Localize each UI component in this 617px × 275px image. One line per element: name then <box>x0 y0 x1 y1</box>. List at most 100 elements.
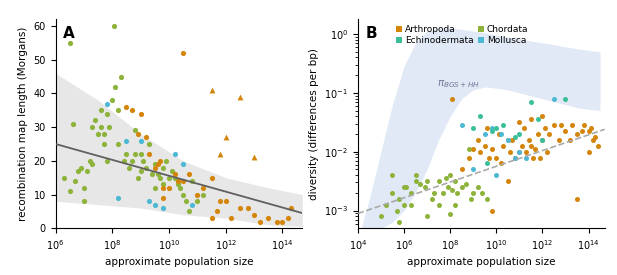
Point <box>125 165 135 170</box>
Point <box>144 142 154 146</box>
Point <box>515 120 524 125</box>
Point <box>441 176 450 180</box>
Point <box>521 150 531 154</box>
Point <box>167 169 177 173</box>
Point <box>533 132 543 136</box>
Point <box>193 192 202 197</box>
Point <box>82 169 92 173</box>
Point <box>473 185 482 189</box>
Point <box>584 150 594 154</box>
Point <box>159 182 168 187</box>
Point <box>468 167 478 172</box>
Point <box>130 128 140 133</box>
Point <box>235 95 245 99</box>
Point <box>173 182 183 187</box>
Point <box>515 132 524 136</box>
Point <box>494 132 503 136</box>
Point <box>109 24 118 28</box>
Point <box>104 125 114 129</box>
Point <box>394 220 404 225</box>
Point <box>155 175 165 180</box>
Point <box>422 179 432 183</box>
Point <box>122 138 131 143</box>
Point <box>553 138 563 142</box>
Point <box>102 101 112 106</box>
Point <box>85 159 94 163</box>
Point <box>127 108 137 112</box>
Point <box>524 138 534 142</box>
Point <box>116 74 126 79</box>
Point <box>410 173 420 177</box>
Point <box>102 159 112 163</box>
Point <box>130 152 140 156</box>
Y-axis label: diversity (differences per bp): diversity (differences per bp) <box>308 48 318 200</box>
Point <box>503 179 513 183</box>
Point <box>286 206 296 210</box>
Point <box>531 147 540 151</box>
Point <box>161 159 171 163</box>
Point <box>480 144 490 148</box>
Point <box>96 108 106 112</box>
Point <box>65 41 75 45</box>
Point <box>113 108 123 112</box>
X-axis label: approximate population size: approximate population size <box>407 257 555 267</box>
Point <box>526 144 536 148</box>
Point <box>70 179 80 183</box>
Point <box>526 117 536 122</box>
Point <box>402 185 412 189</box>
Point <box>487 147 497 151</box>
Point <box>560 129 570 133</box>
Point <box>88 162 97 166</box>
Point <box>221 199 231 204</box>
Point <box>65 189 75 193</box>
Y-axis label: recombination map length (Morgans): recombination map length (Morgans) <box>18 27 28 221</box>
Point <box>565 138 575 142</box>
Point <box>175 186 185 190</box>
Point <box>491 126 501 130</box>
Point <box>394 197 404 201</box>
Point <box>487 129 497 133</box>
Point <box>170 175 180 180</box>
Point <box>79 199 89 204</box>
Text: B: B <box>365 26 377 40</box>
Point <box>427 197 437 201</box>
Point <box>215 152 225 156</box>
Point <box>150 202 160 207</box>
Point <box>96 125 106 129</box>
Point <box>136 169 146 173</box>
Point <box>468 126 478 130</box>
Point <box>420 185 429 189</box>
Point <box>466 197 476 201</box>
Point <box>450 202 460 207</box>
Point <box>198 186 208 190</box>
Point <box>178 179 188 183</box>
Point <box>462 182 471 186</box>
Point <box>215 199 225 204</box>
Point <box>447 188 457 192</box>
Point <box>540 126 550 130</box>
Text: $\pi_{BGS+HH}$: $\pi_{BGS+HH}$ <box>437 78 480 90</box>
Point <box>560 97 570 101</box>
Point <box>447 97 457 101</box>
Point <box>484 155 494 160</box>
Point <box>90 118 100 123</box>
Point <box>244 206 254 210</box>
Point <box>505 150 515 154</box>
Point <box>207 88 217 92</box>
Point <box>178 51 188 55</box>
Point <box>102 111 112 116</box>
X-axis label: approximate population size: approximate population size <box>105 257 253 267</box>
Point <box>136 111 146 116</box>
Point <box>499 144 508 148</box>
Point <box>515 150 524 154</box>
Point <box>159 165 168 170</box>
Point <box>153 172 163 177</box>
Point <box>473 138 482 142</box>
Point <box>88 125 97 129</box>
Point <box>207 175 217 180</box>
Point <box>450 179 460 183</box>
Point <box>507 138 517 142</box>
Point <box>478 191 487 195</box>
Point <box>526 100 536 104</box>
Point <box>503 138 513 142</box>
